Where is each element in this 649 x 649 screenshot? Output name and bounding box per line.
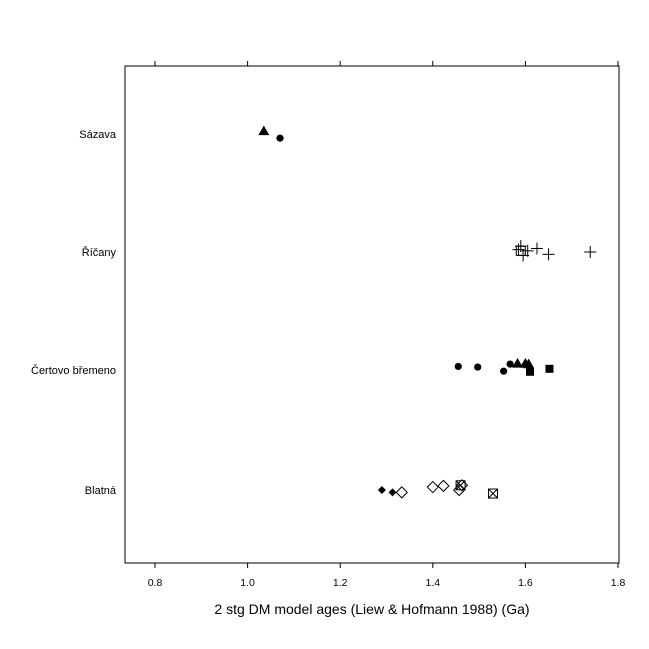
category-label: Blatná [85,485,117,497]
plot-panel [124,65,620,564]
category-labels: Sázava Říčany Čertovo břemeno Blatná [31,129,117,497]
x-tick-label: 1.4 [425,577,440,589]
data-point-filled-triangle [512,358,524,368]
x-tick-label: 1.8 [611,577,626,589]
data-points [258,125,597,499]
data-point-open-diamond [395,486,408,499]
top-ticks [154,61,619,66]
category-label: Sázava [79,129,117,141]
data-point-filled-square [545,364,554,373]
data-point-open-diamond [437,479,450,493]
category-label: Říčany [82,246,117,259]
x-tick-label: 1.6 [518,577,533,589]
x-axis-title: 2 stg DM model ages (Liew & Hofmann 1988… [214,601,529,617]
data-point-filled-triangle [523,358,535,369]
bottom-ticks: 0.8 1.0 1.2 1.4 1.6 1.8 [148,563,626,589]
data-point-filled-circle [506,360,514,368]
data-point-filled-square [526,367,535,376]
data-point-plus [521,244,534,257]
x-tick-label: 1.0 [240,577,255,589]
data-point-open-diamond [426,480,440,494]
data-point-open-diamond [455,479,469,492]
data-point-plus [530,242,543,255]
x-tick-label: 0.8 [148,577,163,589]
data-point-plus [542,248,555,261]
data-point-crossed-square [487,488,498,499]
data-point-filled-diamond [377,486,386,494]
data-point-open-square [515,245,526,256]
data-point-filled-circle [454,362,462,371]
data-point-filled-triangle [258,125,270,136]
data-point-filled-diamond [388,488,397,497]
data-point-filled-circle [474,363,482,371]
data-point-filled-circle [500,367,508,375]
x-tick-label: 1.2 [333,577,348,589]
data-point-plus [584,246,597,258]
category-label: Čertovo břemeno [31,364,116,377]
data-point-filled-circle [276,134,284,142]
